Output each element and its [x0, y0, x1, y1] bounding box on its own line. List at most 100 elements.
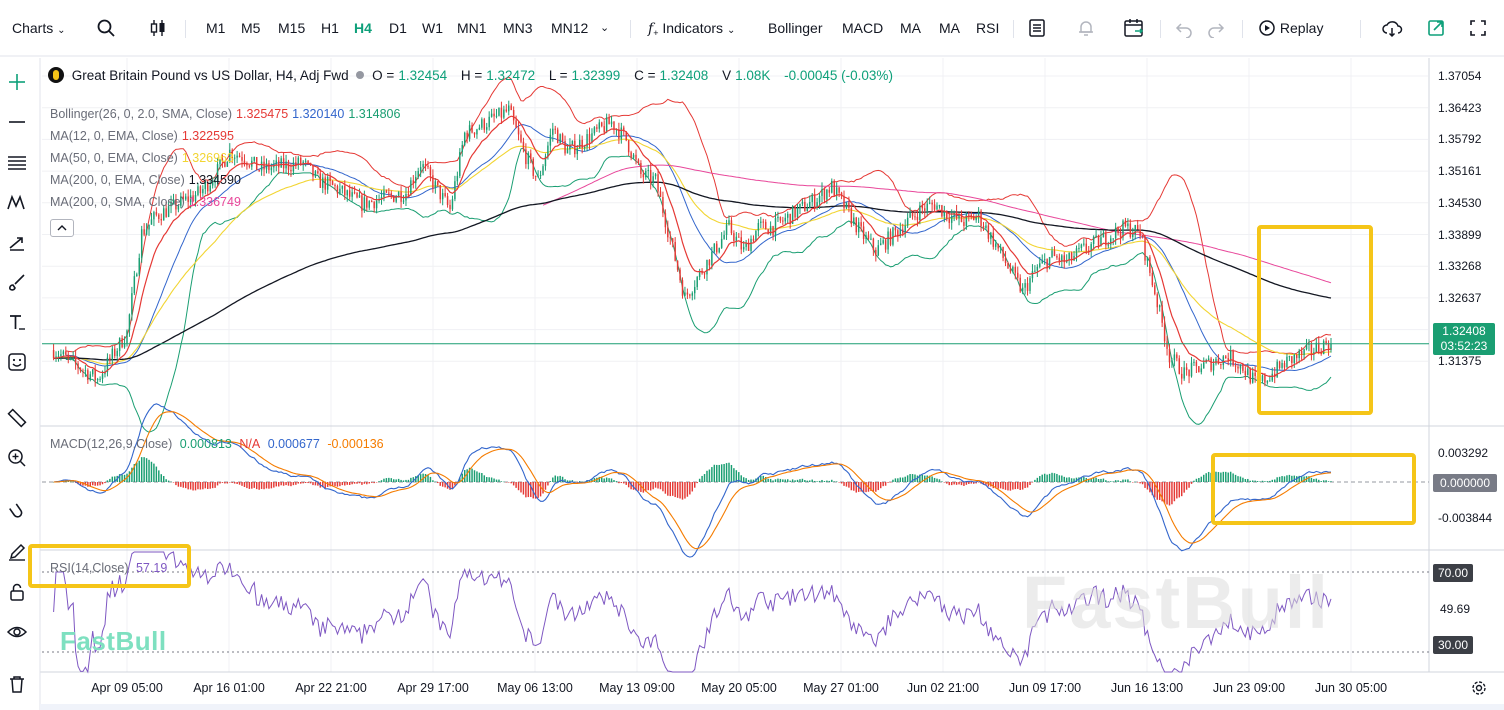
- macd-histogram-bar: [870, 482, 872, 491]
- redo-icon[interactable]: [1202, 14, 1230, 42]
- candle-body: [850, 207, 853, 224]
- macd-histogram-bar: [904, 476, 906, 482]
- candle-body: [857, 222, 860, 233]
- macd-histogram-bar: [449, 482, 451, 490]
- candle-body: [662, 196, 664, 214]
- candle-body: [1300, 350, 1303, 355]
- magnet-icon[interactable]: [3, 498, 31, 526]
- indicator-shortcut-rsi[interactable]: RSI: [976, 20, 1000, 36]
- macd-histogram-bar: [1151, 482, 1154, 496]
- text-tool-icon[interactable]: [3, 308, 31, 336]
- trash-icon[interactable]: [3, 670, 31, 698]
- indicator-legend-row[interactable]: MA(50, 0, EMA, Close) 1.326963: [50, 150, 238, 166]
- candle-body: [1234, 365, 1237, 367]
- timeframe-m1[interactable]: M1: [206, 20, 226, 36]
- candle-body: [260, 161, 263, 171]
- indicator-shortcut-ma[interactable]: MA: [939, 20, 960, 36]
- timeframe-h4[interactable]: H4: [354, 20, 372, 36]
- macd-histogram-bar: [1031, 482, 1034, 483]
- ruler-icon[interactable]: [3, 404, 31, 432]
- alert-add-icon[interactable]: [1072, 14, 1100, 42]
- candle-body: [412, 180, 415, 184]
- candle-body: [341, 185, 344, 189]
- template-icon[interactable]: [1023, 14, 1051, 42]
- stay-drawing-icon[interactable]: [3, 538, 31, 566]
- candle-body: [1129, 223, 1132, 238]
- indicator-legend-row[interactable]: MA(200, 0, SMA, Close) 1.336749: [50, 194, 245, 210]
- pattern-icon[interactable]: [3, 188, 31, 216]
- search-icon[interactable]: [92, 14, 120, 42]
- time-axis-label: May 27 01:00: [803, 681, 879, 695]
- projection-icon[interactable]: [3, 228, 31, 256]
- timeframe-m15[interactable]: M15: [278, 20, 306, 36]
- chart-settings-icon[interactable]: [1471, 680, 1489, 698]
- macd-histogram-bar: [965, 482, 968, 485]
- macd-histogram-bar: [1056, 473, 1058, 482]
- high-value: 1.32472: [486, 68, 536, 83]
- candle-body: [265, 163, 268, 170]
- macd-histogram-bar: [583, 481, 586, 483]
- candle-body: [248, 165, 251, 167]
- toolbar-divider: [1013, 20, 1014, 38]
- candle-body: [473, 132, 476, 135]
- candlestick-type-icon[interactable]: [144, 14, 172, 42]
- indicators-button[interactable]: f+ Indicators ⌄: [648, 18, 735, 38]
- candle-body: [1261, 375, 1264, 381]
- lock-icon[interactable]: [3, 578, 31, 606]
- candle-body: [1036, 266, 1039, 271]
- charts-menu-button[interactable]: Charts ⌄: [12, 18, 66, 38]
- function-icon: f: [648, 21, 654, 37]
- timeframe-mn12[interactable]: MN12: [551, 20, 589, 36]
- timeframe-m5[interactable]: M5: [241, 20, 261, 36]
- macd-histogram-bar: [1188, 482, 1190, 488]
- timeframe-d1[interactable]: D1: [389, 20, 407, 36]
- candle-body: [835, 187, 838, 196]
- indicator-legend-row[interactable]: Bollinger(26, 0, 2.0, SMA, Close) 1.32547…: [50, 106, 404, 122]
- brush-icon[interactable]: [3, 268, 31, 296]
- candle-body: [627, 140, 630, 153]
- undo-icon[interactable]: [1170, 14, 1198, 42]
- candle-body: [804, 201, 806, 212]
- macd-histogram-bar: [975, 482, 977, 484]
- candle-body: [463, 132, 466, 145]
- candle-body: [720, 238, 723, 248]
- macd-histogram-bar: [324, 482, 326, 489]
- indicator-shortcut-bollinger[interactable]: Bollinger: [768, 20, 823, 36]
- rsi-lower-tag: 30.00: [1433, 636, 1473, 654]
- candle-body: [833, 180, 835, 196]
- fullscreen-icon[interactable]: [1464, 14, 1492, 42]
- zoom-in-icon[interactable]: [3, 444, 31, 472]
- collapse-legend-button[interactable]: [50, 219, 74, 237]
- indicator-legend-row[interactable]: MA(12, 0, EMA, Close) 1.322595: [50, 128, 238, 144]
- cloud-save-icon[interactable]: [1378, 14, 1406, 42]
- share-icon[interactable]: [1422, 14, 1450, 42]
- timeframe-mn3[interactable]: MN3: [503, 20, 533, 36]
- macd-histogram-bar: [537, 482, 539, 498]
- current-price-tag: 1.32408 03:52:23: [1433, 323, 1495, 355]
- indicator-shortcut-ma[interactable]: MA: [900, 20, 921, 36]
- indicator-legend-row[interactable]: MA(200, 0, EMA, Close) 1.334590: [50, 172, 245, 188]
- replay-button[interactable]: Replay: [1258, 18, 1323, 38]
- timeframe-mn1[interactable]: MN1: [457, 20, 487, 36]
- timeframe-h1[interactable]: H1: [321, 20, 339, 36]
- macd-histogram-bar: [735, 470, 738, 482]
- indicator-shortcut-macd[interactable]: MACD: [842, 20, 884, 36]
- calendar-icon[interactable]: [1120, 14, 1148, 42]
- macd-histogram-bar: [441, 482, 444, 487]
- candle-body: [77, 363, 79, 369]
- macd-histogram-bar: [1034, 479, 1036, 482]
- candle-body: [728, 220, 730, 225]
- trend-line-icon[interactable]: [3, 108, 31, 136]
- candle-body: [1171, 360, 1173, 363]
- crosshair-icon[interactable]: [3, 68, 31, 96]
- emoji-icon[interactable]: [3, 348, 31, 376]
- fib-lines-icon[interactable]: [3, 148, 31, 176]
- macd-histogram-bar: [943, 482, 946, 483]
- eye-icon[interactable]: [3, 618, 31, 646]
- macd-histogram-bar: [1271, 479, 1274, 482]
- timeframe-w1[interactable]: W1: [422, 20, 443, 36]
- macd-histogram-bar: [1193, 480, 1195, 482]
- timeframe-more-chevron-icon[interactable]: ⌄: [600, 22, 610, 34]
- candle-body: [1029, 278, 1031, 291]
